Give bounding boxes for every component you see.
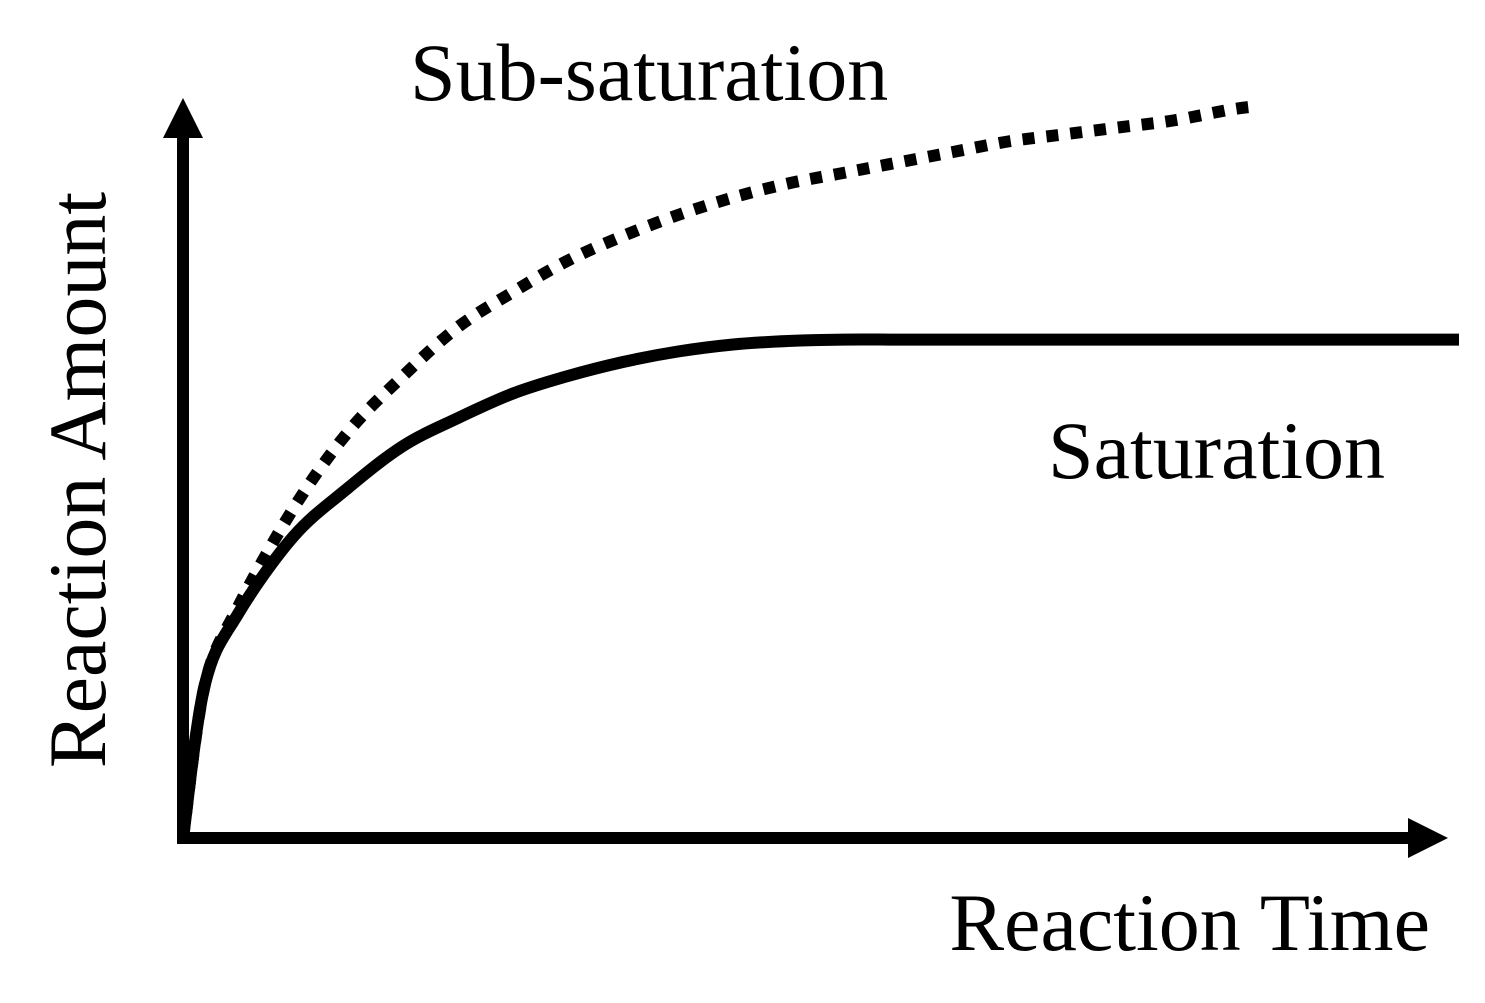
saturation-label: Saturation xyxy=(1048,405,1385,496)
sub-saturation-label: Sub-saturation xyxy=(410,27,888,118)
series-line-saturation xyxy=(177,333,1459,839)
axes xyxy=(163,98,1448,858)
y-axis-label: Reaction Amount xyxy=(32,192,123,768)
series-layer xyxy=(177,100,1459,839)
y-axis-arrowhead xyxy=(163,98,203,138)
x-axis-label: Reaction Time xyxy=(949,877,1430,968)
series-line-sub-saturation xyxy=(177,100,1255,839)
x-axis-arrowhead xyxy=(1408,818,1448,858)
